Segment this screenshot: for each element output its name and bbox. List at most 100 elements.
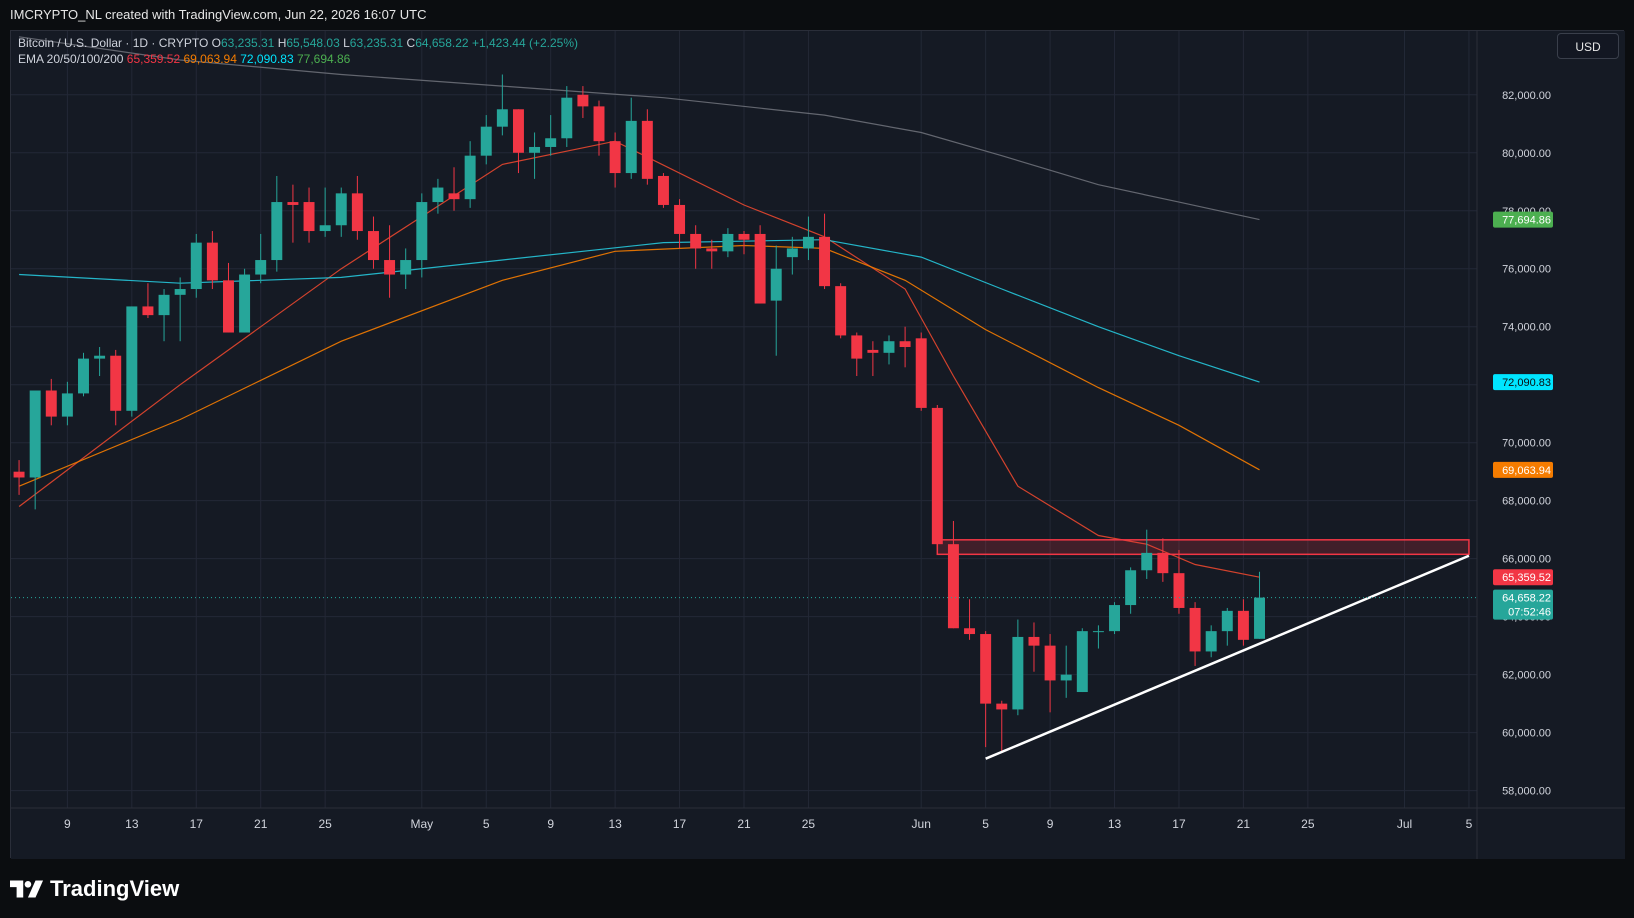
candle <box>802 216 814 261</box>
candle-body <box>174 289 186 295</box>
candle <box>319 187 331 237</box>
currency-button[interactable]: USD <box>1557 33 1619 59</box>
ema100-value: 72,090.83 <box>240 52 294 66</box>
candle <box>384 225 396 298</box>
candle-body <box>1092 631 1104 633</box>
y-tick-label: 80,000.00 <box>1502 148 1551 160</box>
candle-body <box>319 225 331 232</box>
low-value: 63,235.31 <box>349 36 404 50</box>
caption-bar: IMCRYPTO_NL created with TradingView.com… <box>0 0 1634 30</box>
price-label-bg <box>1493 211 1553 228</box>
candle <box>996 700 1008 753</box>
x-tick-label: 5 <box>982 817 989 831</box>
ema-label[interactable]: EMA 20/50/100/200 <box>18 52 124 66</box>
candle-body <box>351 193 363 232</box>
candle <box>1125 567 1137 614</box>
candle-body <box>706 248 718 252</box>
candle <box>78 352 89 397</box>
candle-body <box>915 338 927 408</box>
candle <box>432 178 444 214</box>
ema20-value: 65,359.52 <box>126 52 181 66</box>
candle <box>61 381 73 426</box>
candle <box>609 132 621 188</box>
x-tick-label: 13 <box>125 817 139 831</box>
chart-legend: Bitcoin / U.S. Dollar · 1D · CRYPTO O 63,… <box>18 35 578 67</box>
candle <box>158 289 170 342</box>
candle <box>674 199 686 249</box>
candle <box>126 306 138 417</box>
candle-body <box>577 94 589 107</box>
candle <box>1221 607 1233 646</box>
candle <box>367 216 379 269</box>
x-tick-label: May <box>410 817 433 831</box>
chart-panel[interactable]: 82,000.0080,000.0078,000.0076,000.0074,0… <box>10 30 1625 859</box>
candle-body <box>1189 607 1201 652</box>
candle-body <box>1109 605 1121 632</box>
candle <box>1189 602 1201 666</box>
high-label: H <box>277 36 287 50</box>
candle-body <box>432 187 444 203</box>
candle-body <box>126 306 138 411</box>
open-label: O <box>211 36 221 50</box>
x-tick-label: 21 <box>737 817 751 831</box>
ema-line-200 <box>19 36 1260 221</box>
candle <box>287 184 299 243</box>
candle <box>1254 571 1265 639</box>
candle-body <box>561 97 573 139</box>
candle <box>947 520 959 629</box>
candle <box>1012 619 1024 716</box>
candle-body <box>529 146 541 153</box>
x-tick-label: 17 <box>1172 817 1186 831</box>
y-tick-label: 76,000.00 <box>1502 264 1551 276</box>
x-tick-label: 5 <box>1466 817 1473 831</box>
candle <box>883 335 895 365</box>
candle-body <box>13 471 25 478</box>
candle-body <box>674 204 686 234</box>
candle <box>303 187 315 243</box>
candle-body <box>1012 636 1024 710</box>
candle-body <box>738 233 750 240</box>
candle <box>545 115 557 156</box>
x-tick-label: 21 <box>254 817 268 831</box>
candle-body <box>190 242 202 290</box>
y-tick-label: 60,000.00 <box>1502 728 1551 740</box>
candle <box>1060 645 1072 698</box>
candle <box>980 631 992 748</box>
candle-body <box>931 407 943 545</box>
candle-body <box>1141 552 1153 571</box>
candle <box>931 405 943 548</box>
price-label-text: 72,090.83 <box>1502 377 1551 389</box>
candle <box>110 349 122 426</box>
candle-body <box>78 358 89 394</box>
candle <box>239 268 251 333</box>
candle <box>577 86 589 118</box>
price-label-bg <box>1493 589 1553 620</box>
ohlc-row: Bitcoin / U.S. Dollar · 1D · CRYPTO O 63,… <box>18 35 578 51</box>
candle <box>819 213 831 290</box>
support-trendline <box>985 554 1470 760</box>
candle-body <box>416 202 428 261</box>
candle-body <box>480 126 492 156</box>
candle <box>754 225 766 304</box>
candle-body <box>384 260 396 275</box>
high-value: 65,548.03 <box>286 36 340 50</box>
price-label: 65,359.52 <box>1493 569 1553 586</box>
price-chart[interactable]: 82,000.0080,000.0078,000.0076,000.0074,0… <box>11 31 1625 859</box>
candle-body <box>303 202 315 232</box>
candle-body <box>883 341 895 353</box>
x-tick-label: 13 <box>608 817 622 831</box>
candle <box>641 109 653 185</box>
candle <box>448 167 460 211</box>
y-tick-label: 62,000.00 <box>1502 670 1551 682</box>
x-tick-label: 17 <box>190 817 204 831</box>
symbol-label[interactable]: Bitcoin / U.S. Dollar · 1D · CRYPTO <box>18 36 209 50</box>
y-tick-label: 82,000.00 <box>1502 90 1551 102</box>
candle <box>496 74 508 136</box>
candle <box>142 283 154 319</box>
candle <box>271 175 283 272</box>
candle-body <box>158 294 170 316</box>
x-tick-label: 9 <box>1047 817 1054 831</box>
y-tick-label: 70,000.00 <box>1502 438 1551 450</box>
candle-body <box>335 193 347 226</box>
